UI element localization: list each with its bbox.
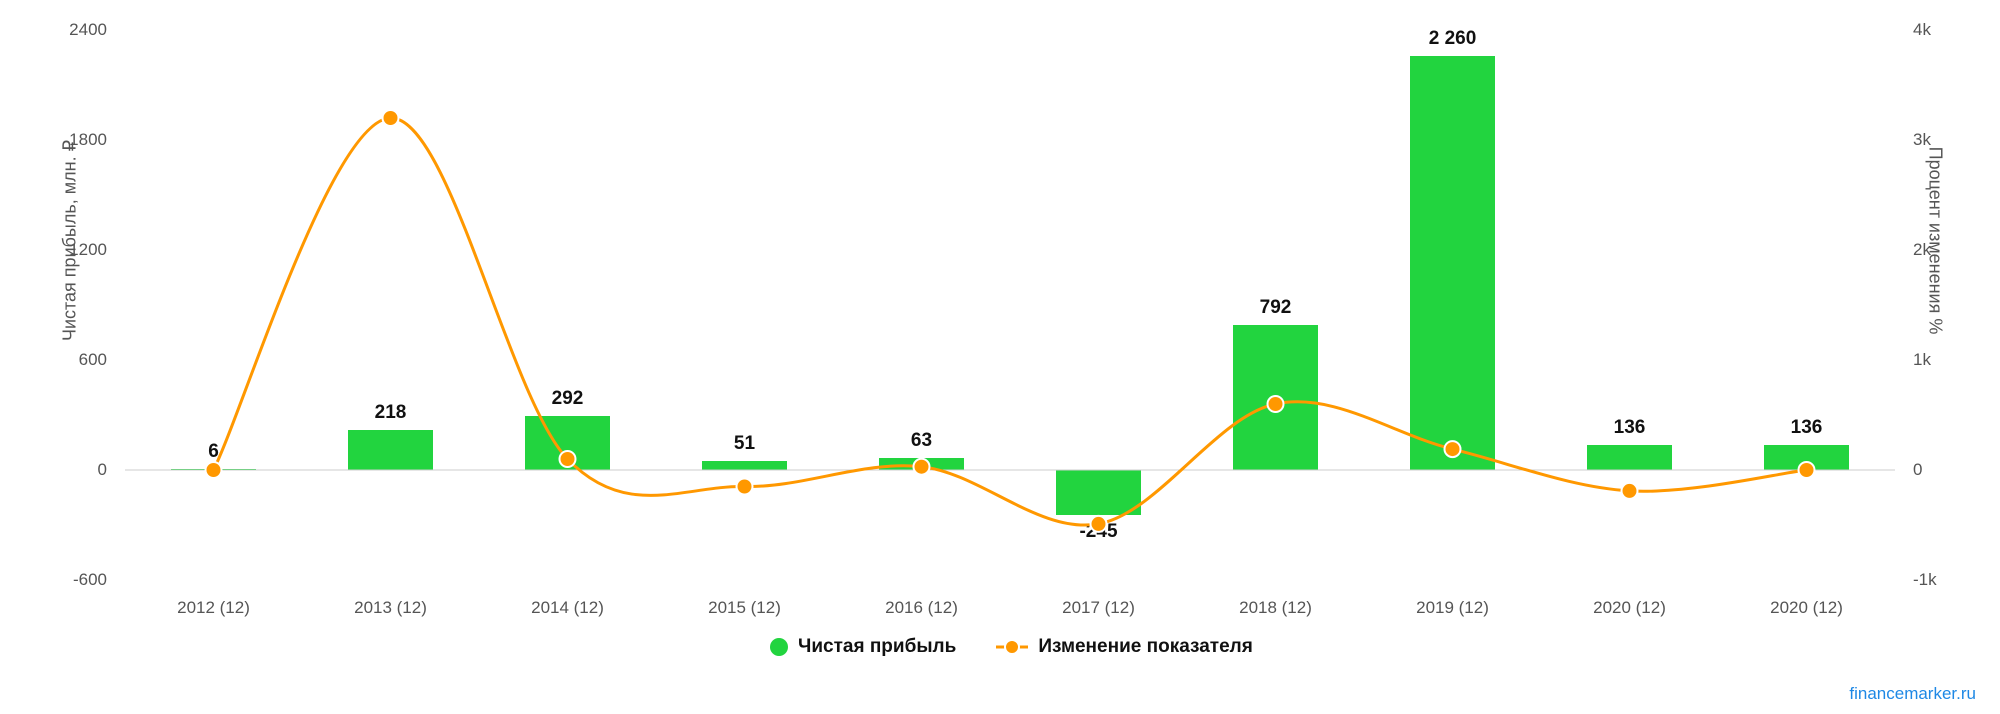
legend-label-bar: Чистая прибыль [798,636,956,658]
line-marker [1091,516,1107,532]
line-series [214,118,1807,525]
legend-swatch-line [996,638,1028,656]
line-marker [560,451,576,467]
legend: Чистая прибыль Изменение показателя [770,636,1253,658]
legend-label-line: Изменение показателя [1038,636,1252,658]
line-marker [914,459,930,475]
legend-swatch-bar [770,638,788,656]
profit-chart: Чистая прибыль, млн. ₽ Процент изменения… [0,0,2000,714]
line-marker [1445,441,1461,457]
line-marker [737,479,753,495]
line-marker [1799,462,1815,478]
legend-item-line: Изменение показателя [996,636,1252,658]
line-overlay [0,0,2000,714]
attribution-link[interactable]: financemarker.ru [1849,684,1976,704]
legend-item-bar: Чистая прибыль [770,636,956,658]
line-marker [206,462,222,478]
line-marker [1622,483,1638,499]
line-marker [383,110,399,126]
line-marker [1268,396,1284,412]
